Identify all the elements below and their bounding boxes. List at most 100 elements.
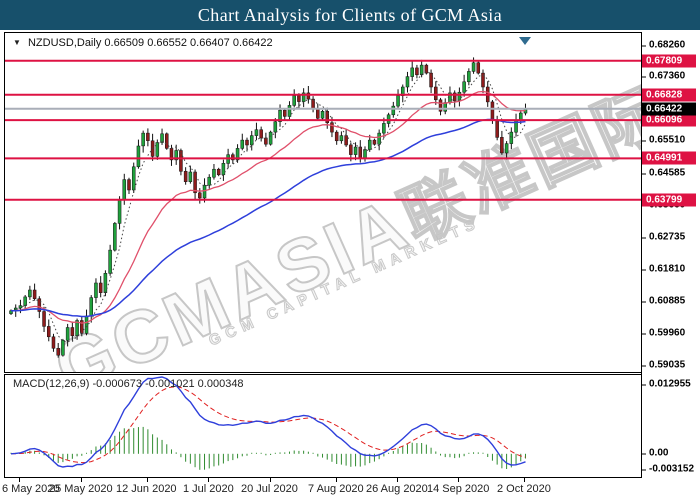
candle-body: [273, 121, 278, 133]
candle-body: [42, 311, 46, 327]
candle-body: [80, 320, 84, 334]
candle-body: [396, 95, 400, 107]
candle-body: [193, 171, 197, 194]
candle-body: [415, 67, 419, 76]
candle-body: [207, 176, 211, 186]
candle-body: [382, 123, 386, 134]
candle-body: [113, 223, 117, 251]
ohlc-values: 0.66509 0.66552 0.66407 0.66422: [104, 37, 273, 49]
candle-body: [32, 289, 37, 299]
candle-body: [51, 336, 56, 349]
date-label: 20 Jul 2020: [241, 483, 298, 495]
candle-body: [146, 132, 150, 141]
price-level-label: 0.66828: [642, 88, 696, 102]
candle-body: [70, 327, 75, 337]
date-label: 26 Aug 2020: [366, 483, 428, 495]
candle-body: [108, 249, 112, 274]
candle-body: [297, 95, 301, 102]
candle-body: [37, 298, 42, 312]
candle-body: [202, 184, 207, 199]
candle-body: [500, 137, 504, 154]
candle-body: [287, 105, 292, 117]
down-arrow-marker: [519, 37, 531, 45]
candle-body: [325, 111, 329, 124]
candle-body: [410, 67, 414, 77]
candlestick-chart: [5, 57, 641, 358]
candle-body: [165, 133, 169, 149]
date-label: 2 Oct 2020: [497, 483, 551, 495]
candle-body: [306, 92, 311, 100]
fast-ma-line: [10, 90, 526, 324]
price-tick-label: 0.64585: [642, 167, 700, 180]
candle-body: [216, 168, 221, 176]
candle-body: [419, 64, 424, 76]
price-tick-label: 0.68260: [642, 39, 700, 52]
current-price-label: 0.66422: [642, 102, 696, 116]
symbol-dropdown-icon[interactable]: ▼: [13, 38, 21, 47]
candle-body: [301, 92, 306, 102]
macd-chart: [10, 376, 526, 470]
macd-panel[interactable]: MACD(12,26,9) -0.000673 -0.001021 0.0003…: [4, 374, 641, 478]
candle-body: [75, 320, 79, 337]
candle-body: [339, 135, 344, 142]
candle-body: [504, 143, 509, 154]
candle-body: [117, 199, 122, 224]
macd-axis-label: -0.003152: [642, 463, 700, 476]
dotted-close-line: [10, 70, 526, 343]
candle-body: [471, 62, 476, 72]
candle-body: [179, 150, 183, 172]
candle-body: [18, 305, 23, 309]
candle-body: [183, 171, 188, 182]
candle-body: [136, 145, 141, 168]
macd-axis-label: 0.012955: [642, 378, 700, 391]
date-tick-mark: [208, 478, 209, 482]
candle-body: [405, 76, 410, 88]
candle-body: [198, 192, 202, 199]
candle-body: [429, 72, 433, 88]
price-level-label: 0.66096: [642, 113, 696, 127]
candle-body: [61, 340, 65, 356]
title-bar: Chart Analysis for Clients of GCM Asia: [0, 0, 700, 30]
candle-body: [254, 129, 259, 136]
price-chart-panel[interactable]: GCMASIA联准国际 GCM CAPITAL MARKETS ▼ NZDUSD…: [4, 32, 641, 373]
price-level-label: 0.63799: [642, 193, 696, 207]
price-level-label: 0.67809: [642, 54, 696, 68]
date-tick-mark: [270, 478, 271, 482]
price-tick-label: 0.61810: [642, 263, 700, 276]
date-axis: 6 May 2020 25 May 2020 12 Jun 2020 1 Jul 20…: [0, 478, 700, 500]
candle-body: [434, 86, 438, 101]
candle-body: [509, 131, 514, 144]
candle-body: [84, 315, 89, 334]
date-tick-mark: [81, 478, 82, 482]
candle-body: [28, 289, 32, 298]
candle-body: [249, 135, 254, 146]
page-title: Chart Analysis for Clients of GCM Asia: [197, 4, 503, 25]
date-tick-mark: [147, 478, 148, 482]
candle-body: [131, 166, 136, 191]
macd-signal-line: [10, 386, 526, 464]
candle-body: [127, 179, 131, 191]
candle-body: [283, 109, 287, 117]
candle-body: [320, 111, 325, 119]
candle-body: [476, 62, 481, 74]
candle-body: [467, 71, 471, 83]
price-tick-label: 0.62735: [642, 231, 700, 244]
price-tick-label: 0.65510: [642, 134, 700, 147]
date-tick-mark: [397, 478, 398, 482]
date-label: 25 May 2020: [49, 483, 113, 495]
candle-body: [231, 154, 235, 161]
macd-main-line: [10, 376, 526, 468]
date-label: 14 Sep 2020: [427, 483, 490, 495]
candle-body: [268, 131, 273, 145]
macd-axis-label: 0.00: [642, 447, 700, 460]
candle-body: [259, 129, 263, 139]
candle-body: [495, 119, 499, 138]
candle-body: [391, 105, 396, 116]
date-label: 6 May 2020: [2, 483, 60, 495]
candle-body: [353, 146, 358, 155]
symbol-label: ▼ NZDUSD,Daily 0.66509 0.66552 0.66407 0…: [13, 37, 273, 49]
candle-body: [155, 142, 160, 157]
candle-body: [424, 64, 429, 74]
date-label: 7 Aug 2020: [308, 483, 364, 495]
candle-body: [240, 139, 245, 149]
